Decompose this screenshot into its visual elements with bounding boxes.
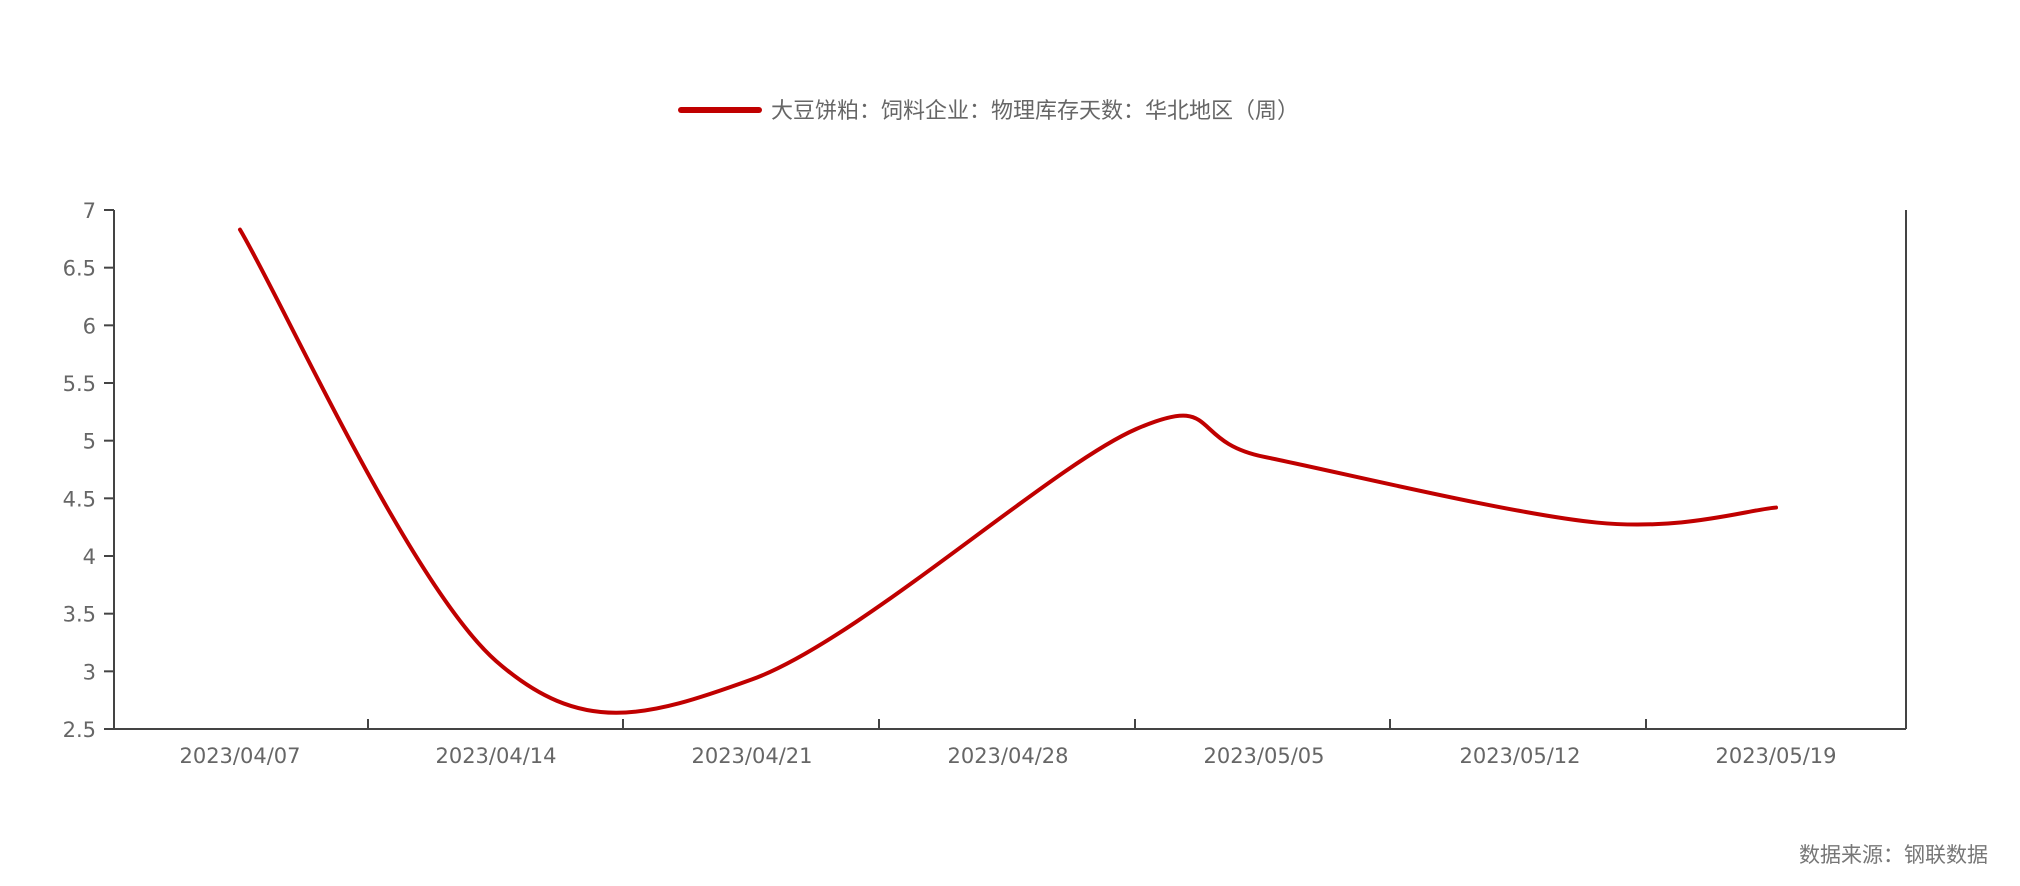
y-tick-label: 3.5	[63, 603, 96, 627]
y-ticks: 2.5 3 3.5 4 4.5 5 5.5 6 6.5 7	[63, 199, 114, 742]
y-tick-label: 2.5	[63, 718, 96, 742]
y-tick-label: 6.5	[63, 257, 96, 281]
x-tick-label: 2023/05/05	[1203, 744, 1324, 768]
y-tick-label: 3	[83, 660, 96, 684]
x-tick-label: 2023/04/07	[179, 744, 300, 768]
x-tick-label: 2023/04/14	[435, 744, 556, 768]
y-tick-label: 5	[83, 430, 96, 454]
x-tick-label: 2023/04/21	[691, 744, 812, 768]
x-ticks: 2023/04/07 2023/04/14 2023/04/21 2023/04/28…	[113, 719, 1907, 768]
series-line	[238, 227, 1778, 715]
x-tick-label: 2023/04/28	[947, 744, 1068, 768]
axes	[113, 210, 1907, 730]
x-tick-label: 2023/05/12	[1459, 744, 1580, 768]
legend-label: 大豆饼粕：饲料企业：物理库存天数：华北地区（周）	[771, 99, 1299, 124]
source-note: 数据来源：钢联数据	[1799, 843, 1988, 867]
legend: 大豆饼粕：饲料企业：物理库存天数：华北地区（周）	[678, 99, 1299, 124]
series-layer	[238, 227, 1778, 715]
y-tick-label: 7	[83, 199, 96, 223]
y-tick-label: 5.5	[63, 372, 96, 396]
y-tick-label: 4	[83, 545, 96, 569]
x-tick-label: 2023/05/19	[1715, 744, 1836, 768]
y-tick-label: 6	[83, 314, 96, 338]
y-tick-label: 4.5	[63, 487, 96, 511]
